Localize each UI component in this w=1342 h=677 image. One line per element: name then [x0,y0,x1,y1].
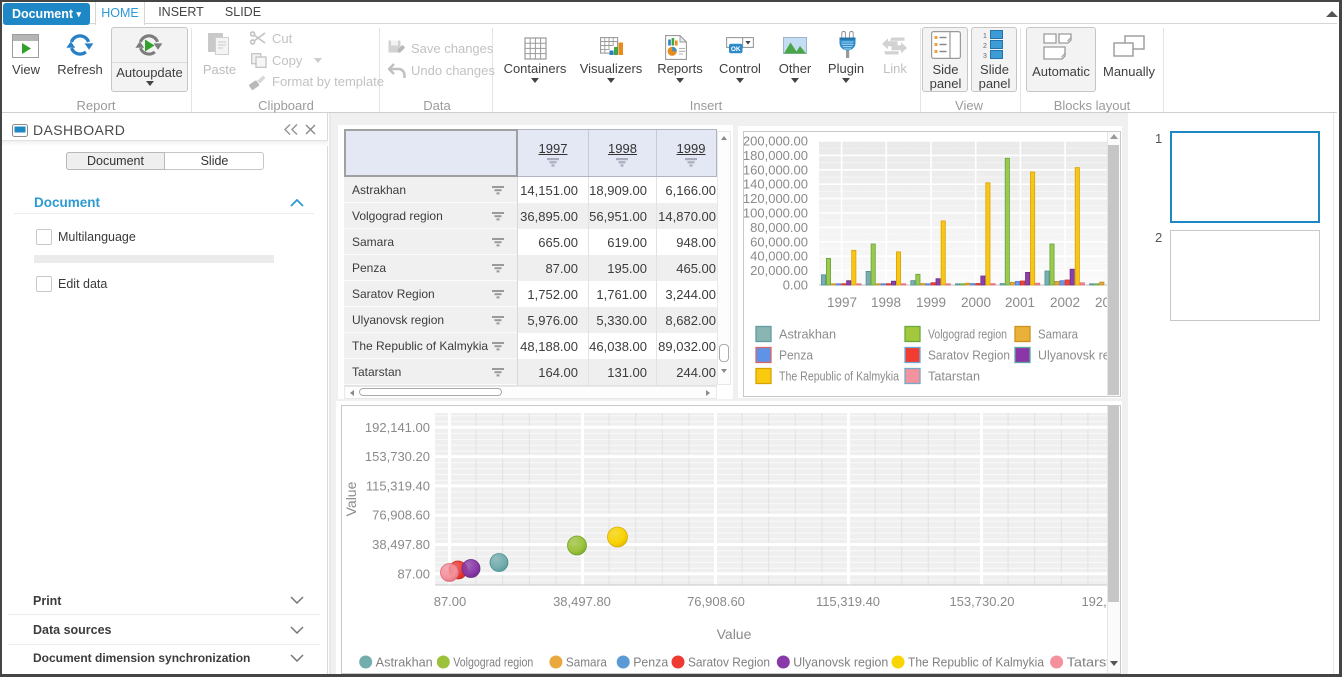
svg-text:140,000.00: 140,000.00 [744,177,808,192]
svg-text:Tatarstan: Tatarstan [1067,656,1107,670]
svg-text:1997: 1997 [827,295,857,310]
svg-text:2003: 2003 [1095,295,1108,310]
svg-text:OK: OK [731,46,741,53]
svg-text:87.00: 87.00 [434,594,467,609]
svg-text:Astrakhan: Astrakhan [779,328,836,342]
svg-text:87.00: 87.00 [397,566,430,581]
svg-text:192,141.00: 192,141.00 [1081,594,1107,609]
svg-text:Samara: Samara [1038,328,1078,342]
svg-text:38,497.80: 38,497.80 [553,594,611,609]
svg-text:3: 3 [983,53,987,60]
svg-text:Volgograd region: Volgograd region [928,328,1007,342]
svg-text:100,000.00: 100,000.00 [744,206,808,221]
svg-text:38,497.80: 38,497.80 [372,537,430,552]
svg-text:Penza: Penza [779,349,813,363]
svg-text:192,141.00: 192,141.00 [365,420,430,435]
svg-text:115,319.40: 115,319.40 [366,478,430,493]
svg-text:Tatarstan: Tatarstan [928,370,980,384]
svg-text:2: 2 [983,43,987,50]
svg-text:1998: 1998 [871,295,901,310]
svg-text:200,000.00: 200,000.00 [744,134,808,149]
svg-text:60,000.00: 60,000.00 [750,234,808,249]
svg-text:2000: 2000 [961,295,991,310]
svg-text:180,000.00: 180,000.00 [744,148,808,163]
svg-text:Saratov Region: Saratov Region [688,656,770,670]
svg-text:Value: Value [343,481,359,516]
svg-text:Volgograd region: Volgograd region [453,656,533,670]
svg-text:76,908.60: 76,908.60 [372,508,430,523]
svg-text:Ulyanovsk region: Ulyanovsk region [793,656,888,670]
svg-text:120,000.00: 120,000.00 [744,191,808,206]
svg-text:The Republic of Kalmykia: The Republic of Kalmykia [908,656,1044,670]
svg-text:115,319.40: 115,319.40 [816,594,880,609]
svg-text:Samara: Samara [566,656,607,670]
svg-text:Ulyanovsk region: Ulyanovsk region [1038,349,1108,363]
svg-text:Saratov Region: Saratov Region [928,349,1010,363]
svg-text:Value: Value [717,626,752,642]
svg-text:2001: 2001 [1005,295,1035,310]
svg-text:80,000.00: 80,000.00 [750,220,808,235]
svg-text:153,730.20: 153,730.20 [949,594,1014,609]
svg-text:Penza: Penza [633,656,668,670]
svg-text:1: 1 [983,33,987,40]
svg-text:1999: 1999 [916,295,946,310]
svg-text:The Republic of Kalmykia: The Republic of Kalmykia [779,370,899,384]
svg-text:153,730.20: 153,730.20 [365,449,430,464]
svg-text:0.00: 0.00 [783,278,808,293]
svg-text:2002: 2002 [1050,295,1080,310]
svg-text:20,000.00: 20,000.00 [750,263,808,278]
svg-text:160,000.00: 160,000.00 [744,162,808,177]
svg-text:76,908.60: 76,908.60 [687,594,745,609]
svg-text:40,000.00: 40,000.00 [750,249,808,264]
svg-text:Astrakhan: Astrakhan [376,656,433,670]
